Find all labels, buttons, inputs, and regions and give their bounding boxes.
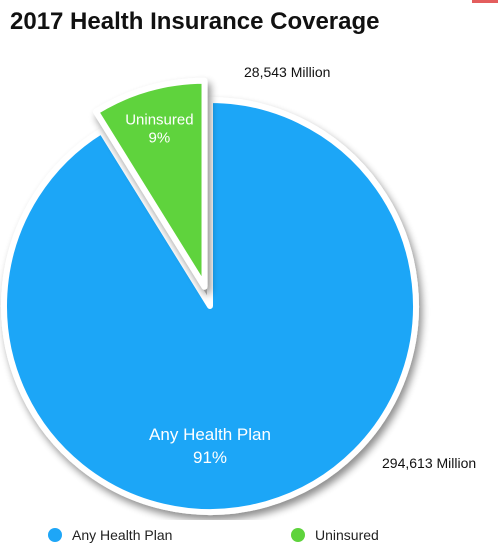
value-label-uninsured: 28,543 Million [244, 64, 330, 80]
slice-percent-any-health-plan: 91% [193, 448, 227, 467]
value-label-any-health-plan: 294,613 Million [382, 455, 476, 471]
corner-accent [472, 0, 498, 3]
legend-item-any-health-plan[interactable]: Any Health Plan [48, 527, 172, 543]
legend-label: Uninsured [315, 527, 379, 543]
slice-any-health-plan[interactable] [1, 97, 419, 515]
chart-title: 2017 Health Insurance Coverage [10, 8, 380, 35]
legend-swatch-uninsured [291, 528, 305, 542]
slice-label-any-health-plan: Any Health Plan [149, 425, 271, 444]
legend-label: Any Health Plan [72, 527, 173, 543]
slice-uninsured[interactable] [92, 77, 208, 290]
slice-percent-uninsured: 9% [149, 129, 171, 146]
legend-swatch-any-health-plan [48, 528, 62, 542]
legend-item-uninsured[interactable]: Uninsured [291, 527, 379, 543]
legend: Any Health Plan Uninsured [0, 527, 498, 547]
slice-label-uninsured: Uninsured [125, 111, 193, 128]
